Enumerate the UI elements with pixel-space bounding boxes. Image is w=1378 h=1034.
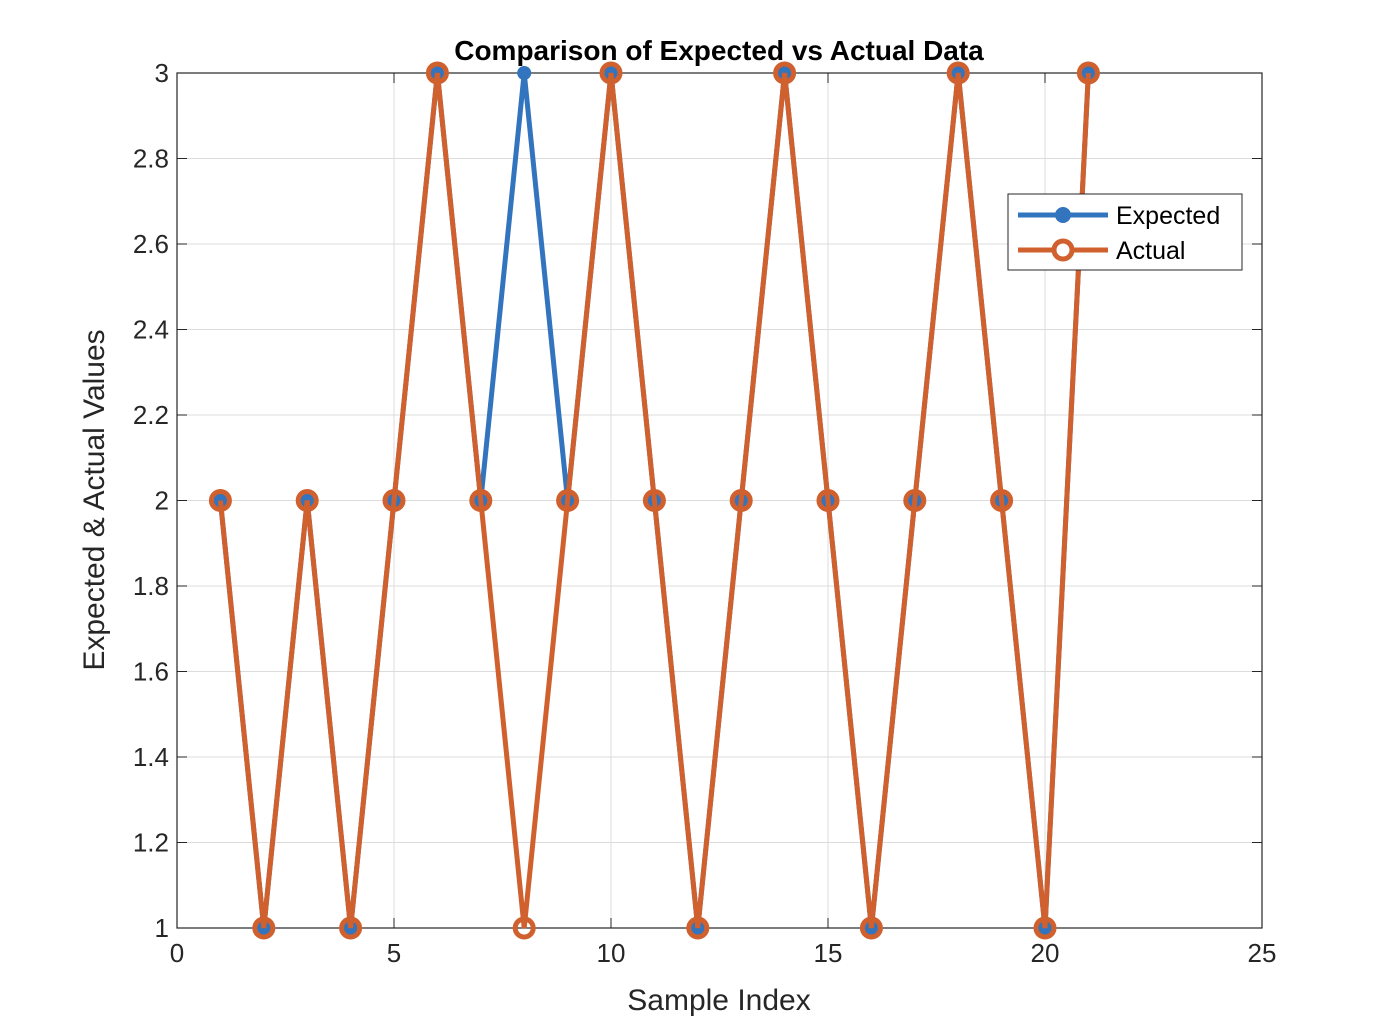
data-point-actual bbox=[339, 916, 363, 940]
x-tick-label: 0 bbox=[170, 938, 184, 968]
y-tick-label: 2.6 bbox=[133, 229, 169, 259]
x-tick-label: 20 bbox=[1031, 938, 1060, 968]
y-tick-label: 2.4 bbox=[133, 315, 169, 345]
data-point-actual bbox=[295, 489, 319, 512]
data-point-expected bbox=[517, 66, 532, 80]
data-point-actual bbox=[816, 489, 840, 512]
axis-tick-labels: 0 5 10 15 20 25 1 1.2 1.4 1.6 1.8 2 2.2 2.4 2.6 2.8 3 bbox=[133, 58, 1277, 968]
y-tick-label: 3 bbox=[155, 58, 169, 88]
legend-expected-marker bbox=[1055, 207, 1071, 223]
data-point-actual bbox=[729, 489, 753, 512]
chart-title: Comparison of Expected vs Actual Data bbox=[454, 35, 984, 66]
data-point-actual bbox=[773, 61, 797, 85]
series-actual bbox=[208, 61, 1100, 940]
x-tick-label: 15 bbox=[814, 938, 843, 968]
data-point-actual bbox=[599, 61, 623, 85]
data-point-actual bbox=[859, 916, 883, 940]
x-tick-label: 5 bbox=[387, 938, 401, 968]
y-axis-title: Expected & Actual Values bbox=[78, 329, 111, 670]
data-point-actual bbox=[425, 61, 449, 85]
data-point-actual bbox=[990, 489, 1014, 512]
y-tick-label: 1.8 bbox=[133, 571, 169, 601]
y-tick-label: 2 bbox=[155, 486, 169, 516]
data-point-actual bbox=[946, 61, 970, 85]
y-tick-label: 1 bbox=[155, 913, 169, 943]
y-tick-label: 2.8 bbox=[133, 144, 169, 174]
series-line-actual bbox=[217, 72, 1091, 929]
y-tick-label: 1.6 bbox=[133, 657, 169, 687]
y-tick-label: 1.2 bbox=[133, 828, 169, 858]
data-point-actual bbox=[903, 489, 927, 512]
y-tick-label: 1.4 bbox=[133, 742, 169, 772]
data-point-actual bbox=[1076, 61, 1100, 85]
legend-actual-marker bbox=[1051, 238, 1075, 262]
data-point-actual bbox=[556, 489, 580, 512]
legend: Expected Actual bbox=[1007, 193, 1243, 271]
data-point-actual bbox=[382, 489, 406, 512]
x-tick-label: 25 bbox=[1248, 938, 1277, 968]
legend-box bbox=[1007, 193, 1243, 271]
data-point-actual bbox=[469, 489, 493, 512]
legend-expected-label: Expected bbox=[1116, 202, 1220, 230]
data-point-actual bbox=[512, 916, 536, 940]
data-point-actual bbox=[642, 489, 666, 512]
x-axis-title: Sample Index bbox=[627, 984, 810, 1017]
axis-ticks bbox=[176, 72, 1263, 929]
data-point-actual bbox=[1033, 916, 1057, 940]
data-point-actual bbox=[686, 916, 710, 940]
data-point-actual bbox=[252, 916, 276, 940]
legend-actual-label: Actual bbox=[1116, 237, 1185, 265]
data-point-actual bbox=[208, 489, 232, 512]
series-layer bbox=[208, 61, 1100, 940]
y-tick-label: 2.2 bbox=[133, 400, 169, 430]
x-tick-label: 10 bbox=[597, 938, 626, 968]
